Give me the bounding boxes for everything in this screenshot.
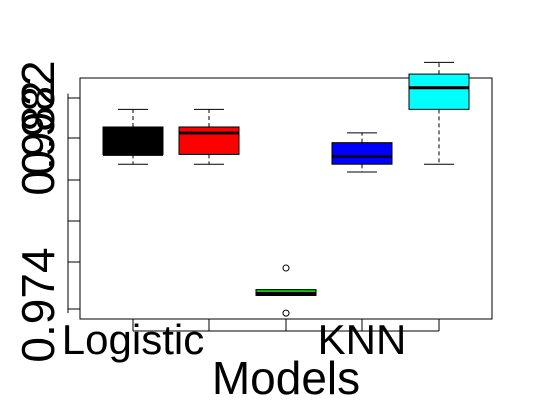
- y-tick-label: 0.974: [12, 247, 64, 362]
- box-4: [331, 132, 393, 173]
- box-5: [408, 61, 470, 165]
- x-axis: Logistic KNN: [62, 316, 440, 363]
- box-2: [178, 108, 240, 165]
- x-axis-title: Models: [212, 352, 360, 404]
- y-tick-label: 0.982: [12, 60, 64, 175]
- box-iqr: [408, 73, 470, 110]
- box-series-group: [102, 61, 470, 317]
- x-tick-label: Logistic: [62, 316, 204, 363]
- outlier-point: [282, 264, 290, 272]
- box-iqr: [331, 142, 393, 165]
- x-tick-label: KNN: [318, 316, 407, 363]
- y-tick-label: 0.982: [12, 80, 64, 195]
- box-3: [255, 264, 317, 317]
- box-iqr: [102, 126, 164, 155]
- box-iqr: [178, 126, 240, 155]
- outlier-point: [282, 309, 290, 317]
- plot-frame: [79, 77, 493, 320]
- box-1: [102, 108, 164, 165]
